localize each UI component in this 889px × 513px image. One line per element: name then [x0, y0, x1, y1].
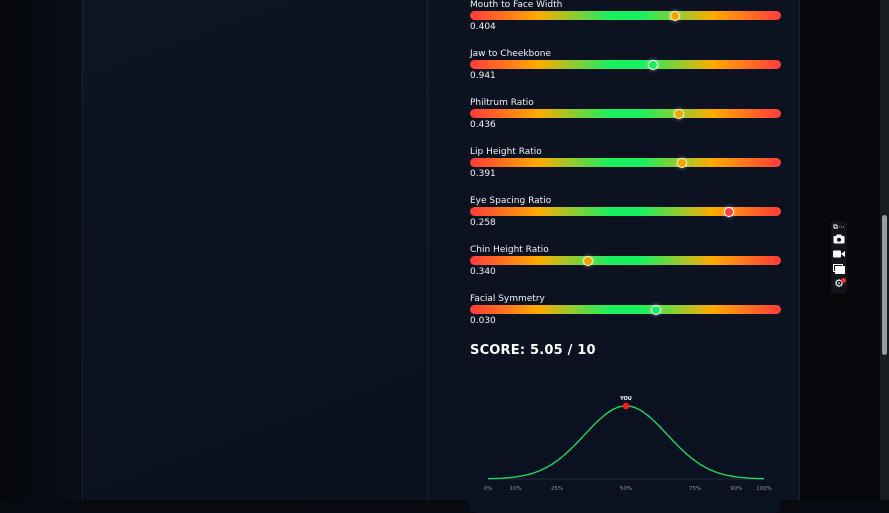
window-icon[interactable]	[833, 264, 845, 274]
metric-bar	[470, 255, 781, 266]
floating-toolbar: ⧉⋯ ⚙	[831, 221, 847, 293]
metric-label: Facial Symmetry	[470, 294, 545, 304]
metric-bar	[470, 59, 781, 70]
left-gutter	[0, 0, 82, 500]
metric-row: Facial Symmetry 0.030	[470, 293, 781, 326]
metric-label: Eye Spacing Ratio	[470, 196, 552, 206]
metric-label: Chin Height Ratio	[470, 245, 549, 255]
left-panel	[82, 0, 428, 500]
metric-value: 0.404	[470, 22, 496, 32]
distribution-chart: 0% 10% 25% 50% 75% 90% 100% YOU	[469, 373, 781, 513]
metric-marker	[673, 108, 684, 119]
x-tick-label: 0%	[484, 486, 493, 492]
camera-icon[interactable]	[833, 234, 845, 244]
metric-value: 0.436	[470, 120, 496, 130]
metric-row: Jaw to Cheekbone 0.941	[470, 48, 781, 81]
metric-bar	[470, 10, 781, 21]
metric-label: Philtrum Ratio	[470, 98, 534, 108]
metric-label: Mouth to Face Width	[470, 0, 563, 10]
metric-marker	[724, 206, 735, 217]
video-icon[interactable]	[833, 249, 845, 259]
extensions-icon[interactable]: ⧉⋯	[833, 223, 845, 231]
x-tick-label: 90%	[730, 486, 742, 492]
metric-row: Philtrum Ratio 0.436	[470, 97, 781, 130]
metric-marker	[650, 304, 661, 315]
metric-bar	[470, 304, 781, 315]
metric-value: 0.391	[470, 169, 496, 179]
scrollbar-thumb[interactable]	[882, 215, 887, 355]
x-tick-label: 75%	[689, 486, 701, 492]
metric-bar	[470, 157, 781, 168]
metric-row: Lip Height Ratio 0.391	[470, 146, 781, 179]
metric-marker	[647, 59, 658, 70]
x-tick-label: 100%	[756, 486, 772, 492]
metric-label: Jaw to Cheekbone	[470, 49, 552, 59]
metric-marker	[582, 255, 593, 266]
you-marker	[622, 402, 630, 410]
metric-marker	[677, 157, 688, 168]
x-tick-label: 50%	[620, 486, 632, 492]
metric-row: Chin Height Ratio 0.340	[470, 244, 781, 277]
x-tick-label: 10%	[509, 486, 521, 492]
metric-value: 0.030	[470, 316, 496, 326]
distribution-chart-svg: 0% 10% 25% 50% 75% 90% 100% YOU	[484, 396, 772, 492]
metric-marker	[670, 10, 681, 21]
metric-label: Lip Height Ratio	[470, 147, 542, 157]
notification-badge	[841, 278, 846, 283]
metric-value: 0.340	[470, 267, 496, 277]
settings-icon[interactable]: ⚙	[833, 278, 846, 289]
metric-value: 0.258	[470, 218, 496, 228]
metric-row: Mouth to Face Width 0.404	[470, 0, 781, 32]
metric-bar	[470, 108, 781, 119]
you-label: YOU	[619, 396, 632, 402]
distribution-curve	[487, 405, 765, 480]
x-tick-label: 25%	[551, 486, 563, 492]
metric-bar	[470, 206, 781, 217]
metric-value: 0.941	[470, 71, 496, 81]
metric-row: Eye Spacing Ratio 0.258	[470, 195, 781, 228]
scrollbar[interactable]	[880, 0, 889, 500]
score-heading: SCORE: 5.05 / 10	[470, 343, 596, 358]
